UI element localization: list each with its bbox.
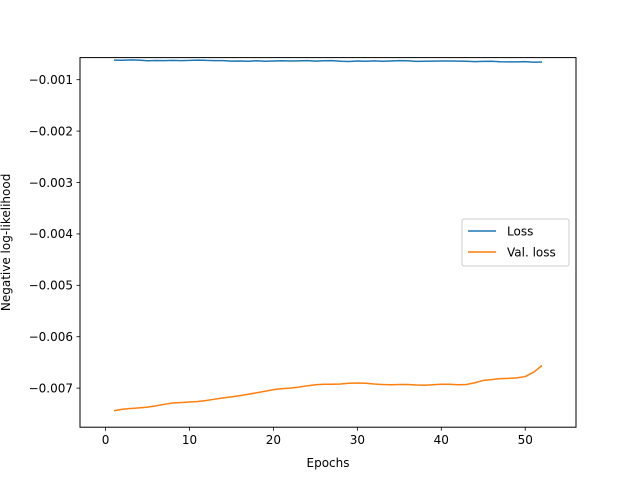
legend-label-val-loss: Val. loss xyxy=(507,246,556,260)
y-tick-label: −0.002 xyxy=(29,124,73,138)
y-tick-label: −0.005 xyxy=(29,279,73,293)
y-tick-label: −0.006 xyxy=(29,330,73,344)
legend: Loss Val. loss xyxy=(461,218,570,267)
x-tick-label: 10 xyxy=(182,433,197,447)
series-line-val-loss xyxy=(113,364,543,412)
y-axis-label: Negative log-likelihood xyxy=(0,174,13,311)
x-tick-label: 50 xyxy=(518,433,533,447)
x-axis-label: Epochs xyxy=(307,456,350,470)
legend-label-loss: Loss xyxy=(507,225,533,239)
plot-lines xyxy=(113,59,543,412)
x-tick-label: 20 xyxy=(266,433,281,447)
x-tick-label: 40 xyxy=(434,433,449,447)
y-tick-label: −0.003 xyxy=(29,176,73,190)
y-tick-label: −0.007 xyxy=(29,381,73,395)
series-line-loss xyxy=(113,59,543,63)
x-tick-label: 0 xyxy=(102,433,110,447)
y-tick-label: −0.001 xyxy=(29,73,73,87)
plot-frame xyxy=(79,57,577,428)
y-axis-ticks: −0.007 −0.006 −0.005 −0.004 −0.003 −0.002 −0.0… xyxy=(29,73,80,395)
x-tick-label: 30 xyxy=(350,433,365,447)
x-axis-ticks: 0 10 20 30 40 50 xyxy=(102,427,533,447)
y-tick-label: −0.004 xyxy=(29,227,73,241)
